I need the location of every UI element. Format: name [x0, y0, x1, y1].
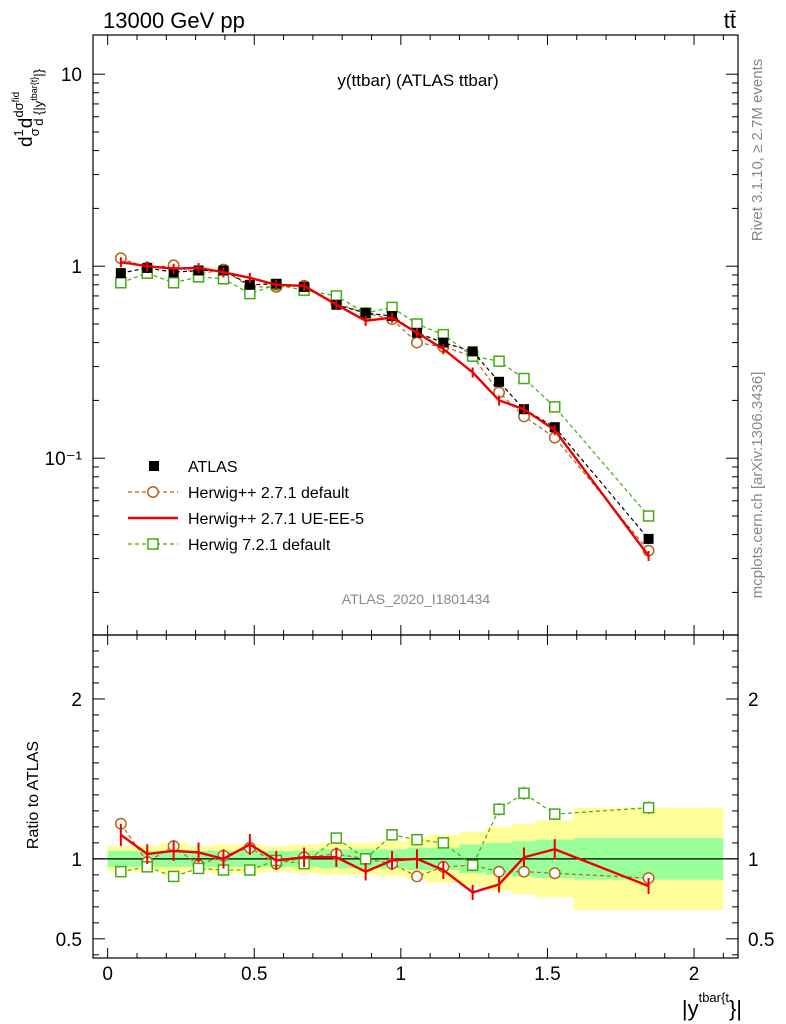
- legend-marker-data: [149, 461, 159, 471]
- marker-circle: [411, 870, 423, 883]
- marker-square: [167, 276, 180, 289]
- legend-label: Herwig 7.2.1 default: [188, 537, 331, 554]
- x-axis-label: |ytbar{t}|: [682, 990, 742, 1021]
- x-tick-label: 0: [102, 964, 113, 985]
- header-right: tt̄: [724, 8, 736, 33]
- marker-data: [494, 376, 505, 387]
- marker-data: [244, 279, 255, 290]
- marker-square: [386, 829, 398, 841]
- y-tick-label: 1: [71, 257, 82, 278]
- marker-circle: [411, 336, 423, 349]
- y-tick-label-right: 2: [748, 690, 759, 711]
- marker-square: [167, 870, 180, 883]
- legend: ATLAS Herwig++ 2.7.1 default Herwig++ 2.7.…: [128, 459, 364, 554]
- marker-circle: [548, 867, 561, 880]
- marker-square: [330, 290, 343, 302]
- marker-square: [437, 837, 450, 849]
- series-line-dashed: [120, 257, 650, 552]
- marker-square: [493, 803, 505, 816]
- legend-label: ATLAS: [188, 459, 238, 476]
- analysis-watermark: ATLAS_2020_I1801434: [342, 591, 491, 607]
- marker-square: [330, 832, 343, 844]
- legend-marker-square: [147, 538, 159, 550]
- marker-square: [386, 301, 398, 314]
- legend-marker-circle: [147, 486, 159, 498]
- marker-square: [549, 808, 561, 820]
- marker-square: [411, 833, 423, 846]
- legend-label: Herwig++ 2.7.1 UE-EE-5: [188, 511, 364, 528]
- marker-square: [244, 287, 256, 300]
- y-tick-label-right: 0.5: [748, 930, 774, 951]
- marker-data: [467, 346, 478, 357]
- marker-circle: [493, 865, 506, 878]
- marker-square: [549, 401, 561, 413]
- y-tick-label: 0.5: [56, 930, 82, 951]
- y-tick-label: 10⁻¹: [45, 449, 83, 470]
- series-line-ue-ee-5: [120, 833, 650, 894]
- marker-data: [115, 268, 126, 279]
- marker-square: [642, 510, 655, 522]
- marker-square: [115, 865, 127, 878]
- x-tick-label: 1.5: [534, 964, 560, 985]
- y-tick-label: 1: [71, 850, 82, 871]
- mcplots-label: mcplots.cern.ch [arXiv:1306.3436]: [749, 372, 766, 599]
- y-tick-label-right: 1: [748, 850, 759, 871]
- marker-data: [643, 533, 654, 544]
- svg-text:d1σddσfidd {|ytbar{t}|}: d1σddσfidd {|ytbar{t}|}: [11, 68, 46, 147]
- x-tick-label: 0.5: [241, 964, 267, 985]
- marker-circle: [518, 865, 530, 878]
- marker-square: [466, 859, 479, 872]
- series-line-dashed: [120, 272, 650, 517]
- marker-data: [438, 337, 449, 348]
- main-panel: 10 1 10⁻¹: [45, 34, 739, 636]
- main-title: y(ttbar) (ATLAS ttbar): [337, 71, 498, 90]
- y-tick-label: 10: [61, 65, 82, 86]
- marker-square: [518, 372, 530, 385]
- legend-label: Herwig++ 2.7.1 default: [188, 485, 350, 502]
- marker-square: [493, 355, 505, 367]
- marker-square: [192, 862, 205, 875]
- series-line-ue-ee-5: [120, 260, 650, 557]
- x-tick-label: 2: [689, 964, 700, 985]
- ratio-panel: 2 2 1 1 0.5 0.5: [56, 634, 774, 959]
- marker-data: [360, 308, 371, 319]
- header-left: 13000 GeV pp: [103, 8, 245, 33]
- ratio-ylabel: Ratio to ATLAS: [25, 741, 42, 849]
- main-ylabel: d1σddσfidd {|ytbar{t}|}: [11, 68, 46, 147]
- marker-square: [244, 864, 256, 876]
- ratio-frame: [92, 634, 739, 959]
- marker-square: [359, 853, 372, 865]
- marker-square: [518, 787, 530, 800]
- x-tick-label: 1: [396, 964, 407, 985]
- y-tick-label: 2: [71, 690, 82, 711]
- series-line-dashed: [120, 267, 650, 540]
- rivet-label: Rivet 3.1.10, ≥ 2.7M events: [749, 59, 766, 242]
- marker-square: [642, 801, 655, 814]
- marker-square: [115, 276, 127, 289]
- marker-square: [411, 318, 423, 330]
